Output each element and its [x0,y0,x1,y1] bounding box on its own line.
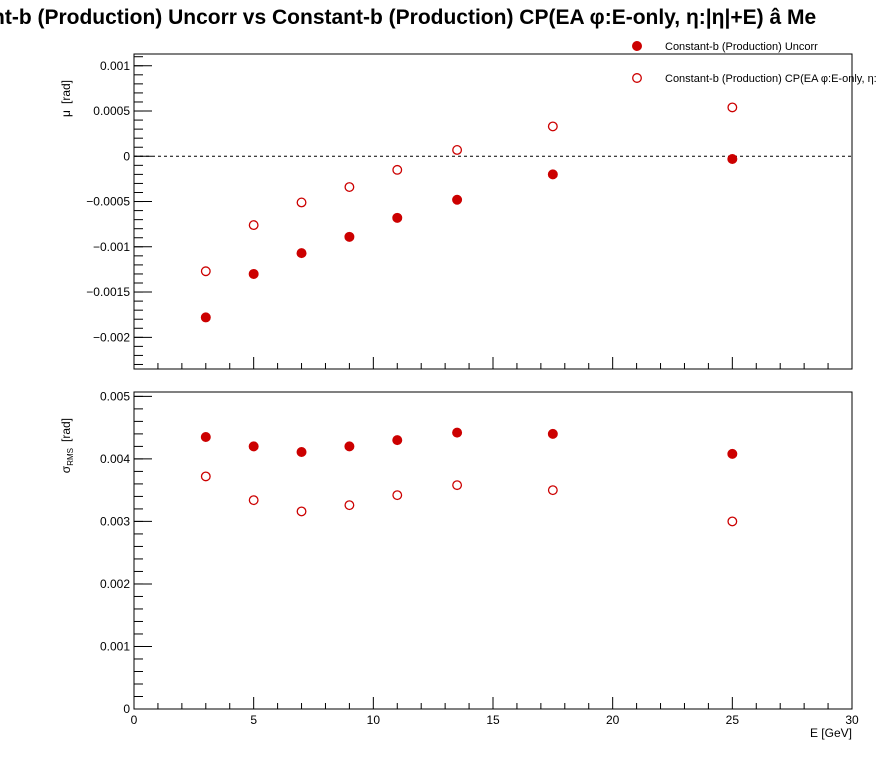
cp-data-point [344,500,355,511]
cp-data-point [296,197,307,208]
uncorr-data-point [727,448,738,459]
cp-data-point [200,471,211,482]
chart-title: nt-b (Production) Uncorr vs Constant-b (… [0,6,816,29]
y-tick-label: −0.002 [93,330,130,344]
x-tick-label: 15 [486,713,500,727]
y-tick-label: 0.001 [100,639,130,653]
y-tick-label: 0.002 [100,577,130,591]
uncorr-data-point [547,428,558,439]
y-tick-label: 0 [123,702,130,716]
y-tick-label: 0.0005 [93,104,130,118]
y-axis-label-subscript: RMS [66,448,75,466]
y-tick-label: 0.004 [100,452,130,466]
y-tick-label: 0.005 [100,389,130,403]
y-axis-label: μ [rad] [59,80,73,117]
uncorr-data-point [248,268,259,279]
y-axis-label-symbol: σ [59,465,73,473]
uncorr-data-point [392,212,403,223]
uncorr-data-point [296,248,307,259]
legend-entry-label: Constant-b (Production) CP(EA φ:E-only, … [665,73,877,85]
mean-panel: 0.001 0.0005 0 −0.0005 −0.001 −0.0015 −0.002 μ [… [59,53,853,370]
cp-data-point [452,144,463,155]
x-tick-label: 20 [606,713,620,727]
x-tick-label: 5 [250,713,257,727]
cp-data-point [452,480,463,491]
uncorr-data-point [452,427,463,438]
legend-marker-cp [632,73,642,83]
y-axis-label-unit: [rad] [59,80,73,104]
y-axis-label-unit: [rad] [59,418,73,442]
x-tick-label: 25 [726,713,740,727]
cp-data-point [392,490,403,501]
plot-frame [133,53,853,370]
y-tick-label: −0.0015 [86,285,130,299]
y-tick-label: 0.003 [100,514,130,528]
cp-data-point [248,220,259,231]
cp-data-point [344,182,355,193]
y-tick-label: 0 [123,149,130,163]
cp-data-point [248,495,259,506]
legend-entry-label: Constant-b (Production) Uncorr [665,41,818,53]
x-tick-label: 10 [367,713,381,727]
legend-marker-uncorr [632,41,642,51]
y-tick-label: −0.0005 [86,195,130,209]
uncorr-data-point [344,441,355,452]
x-tick-label: 0 [131,713,138,727]
y-tick-label: −0.001 [93,240,130,254]
cp-data-point [547,121,558,132]
cp-data-point [296,506,307,517]
uncorr-data-point [452,194,463,205]
x-axis: 0 5 10 15 20 25 30E [GeV] [131,713,859,740]
y-axis-label: σRMS [rad] [59,418,75,473]
uncorr-data-point [248,441,259,452]
cp-data-point [727,516,738,527]
legend: Constant-b (Production) Uncorr Constant-b… [632,41,877,85]
uncorr-data-point [547,169,558,180]
uncorr-data-point [296,447,307,458]
plot-frame [133,391,853,710]
cp-data-point [392,164,403,175]
uncorr-data-point [344,231,355,242]
uncorr-data-point [200,312,211,323]
cp-data-point [547,485,558,496]
y-axis-label-symbol: μ [59,110,73,117]
cp-data-point [727,102,738,113]
x-tick-label: 30 [845,713,859,727]
uncorr-data-point [727,154,738,164]
cp-data-point [200,266,211,277]
uncorr-data-point [392,435,403,446]
rms-panel: 0.005 0.004 0.003 0.002 0.001 0 σRMS [rad] [59,389,853,716]
uncorr-data-point [200,432,211,443]
x-axis-label: E [GeV] [810,726,852,740]
y-tick-label: 0.001 [100,59,130,73]
